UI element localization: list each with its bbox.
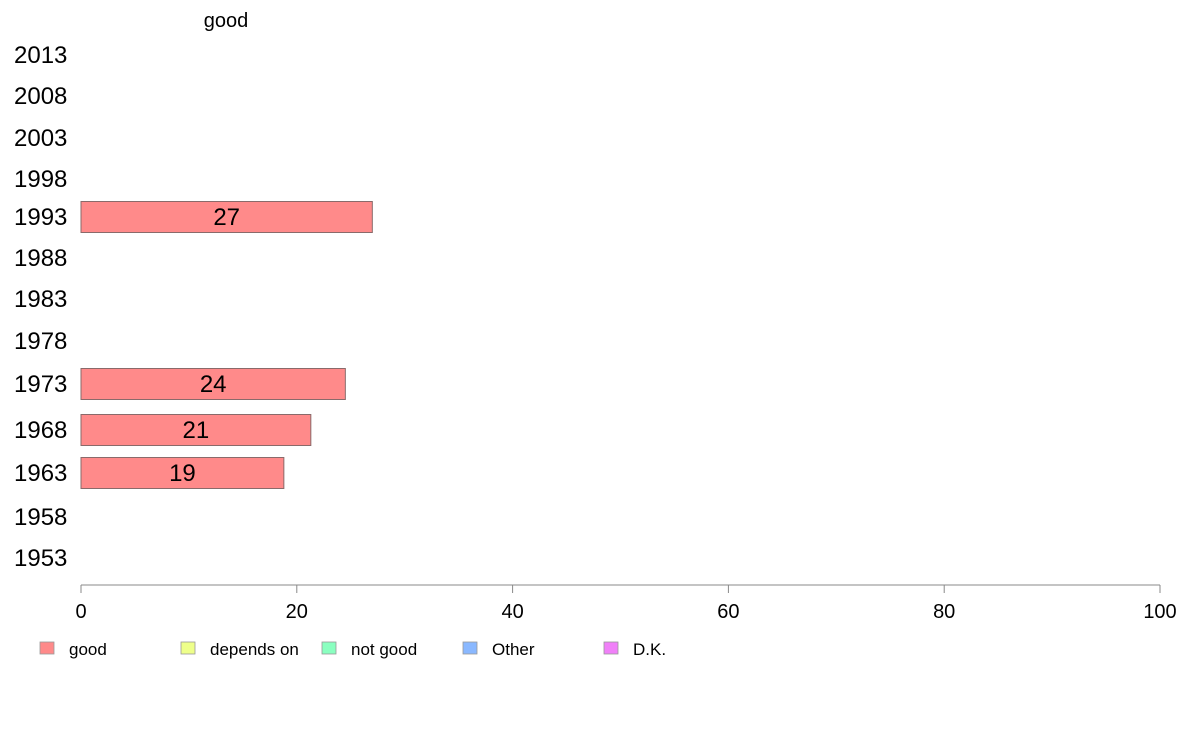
legend-swatch <box>321 641 337 655</box>
x-tick-label: 60 <box>717 601 739 623</box>
legend-label: good <box>69 640 107 659</box>
year-label: 1968 <box>14 417 67 444</box>
year-label: 1988 <box>14 245 67 272</box>
year-label: 2013 <box>14 42 67 69</box>
legend-label: D.K. <box>633 640 666 659</box>
year-label: 1973 <box>14 371 67 398</box>
year-label: 1983 <box>14 286 67 313</box>
x-tick-label: 100 <box>1143 601 1176 623</box>
legend-swatch <box>39 641 55 655</box>
x-tick-label: 40 <box>501 601 523 623</box>
column-header: good <box>204 10 249 32</box>
year-label: 1998 <box>14 166 67 193</box>
x-tick-label: 20 <box>286 601 308 623</box>
x-tick-label: 80 <box>933 601 955 623</box>
bar <box>80 414 312 446</box>
bar-value-label: 24 <box>200 371 227 398</box>
legend-swatch <box>180 641 196 655</box>
bar-value-label: 19 <box>169 460 196 487</box>
legend-label: Other <box>492 640 535 659</box>
bars <box>80 201 373 489</box>
value-labels: 27 24 21 19 <box>169 204 240 487</box>
legend-label: depends on <box>210 640 299 659</box>
legend-label: not good <box>351 640 417 659</box>
bar <box>80 368 346 400</box>
year-label: 1978 <box>14 328 67 355</box>
year-label: 1963 <box>14 460 67 487</box>
year-label: 2003 <box>14 125 67 152</box>
legend-swatch <box>603 641 619 655</box>
year-label: 1993 <box>14 204 67 231</box>
bar-value-label: 27 <box>213 204 240 231</box>
bar <box>80 457 285 489</box>
year-label: 1958 <box>14 504 67 531</box>
year-labels: 2013 2008 2003 1998 1993 1988 1983 1978 1973 1968… <box>14 42 67 572</box>
x-axis: 0 20 40 60 80 100 <box>75 584 1177 623</box>
x-tick-label: 0 <box>75 601 86 623</box>
year-label: 1953 <box>14 545 67 572</box>
bar-value-label: 21 <box>183 417 210 444</box>
bar <box>80 201 373 233</box>
legend: good depends on not good Other D.K. <box>39 640 666 659</box>
year-label: 2008 <box>14 83 67 110</box>
legend-swatch <box>462 641 478 655</box>
